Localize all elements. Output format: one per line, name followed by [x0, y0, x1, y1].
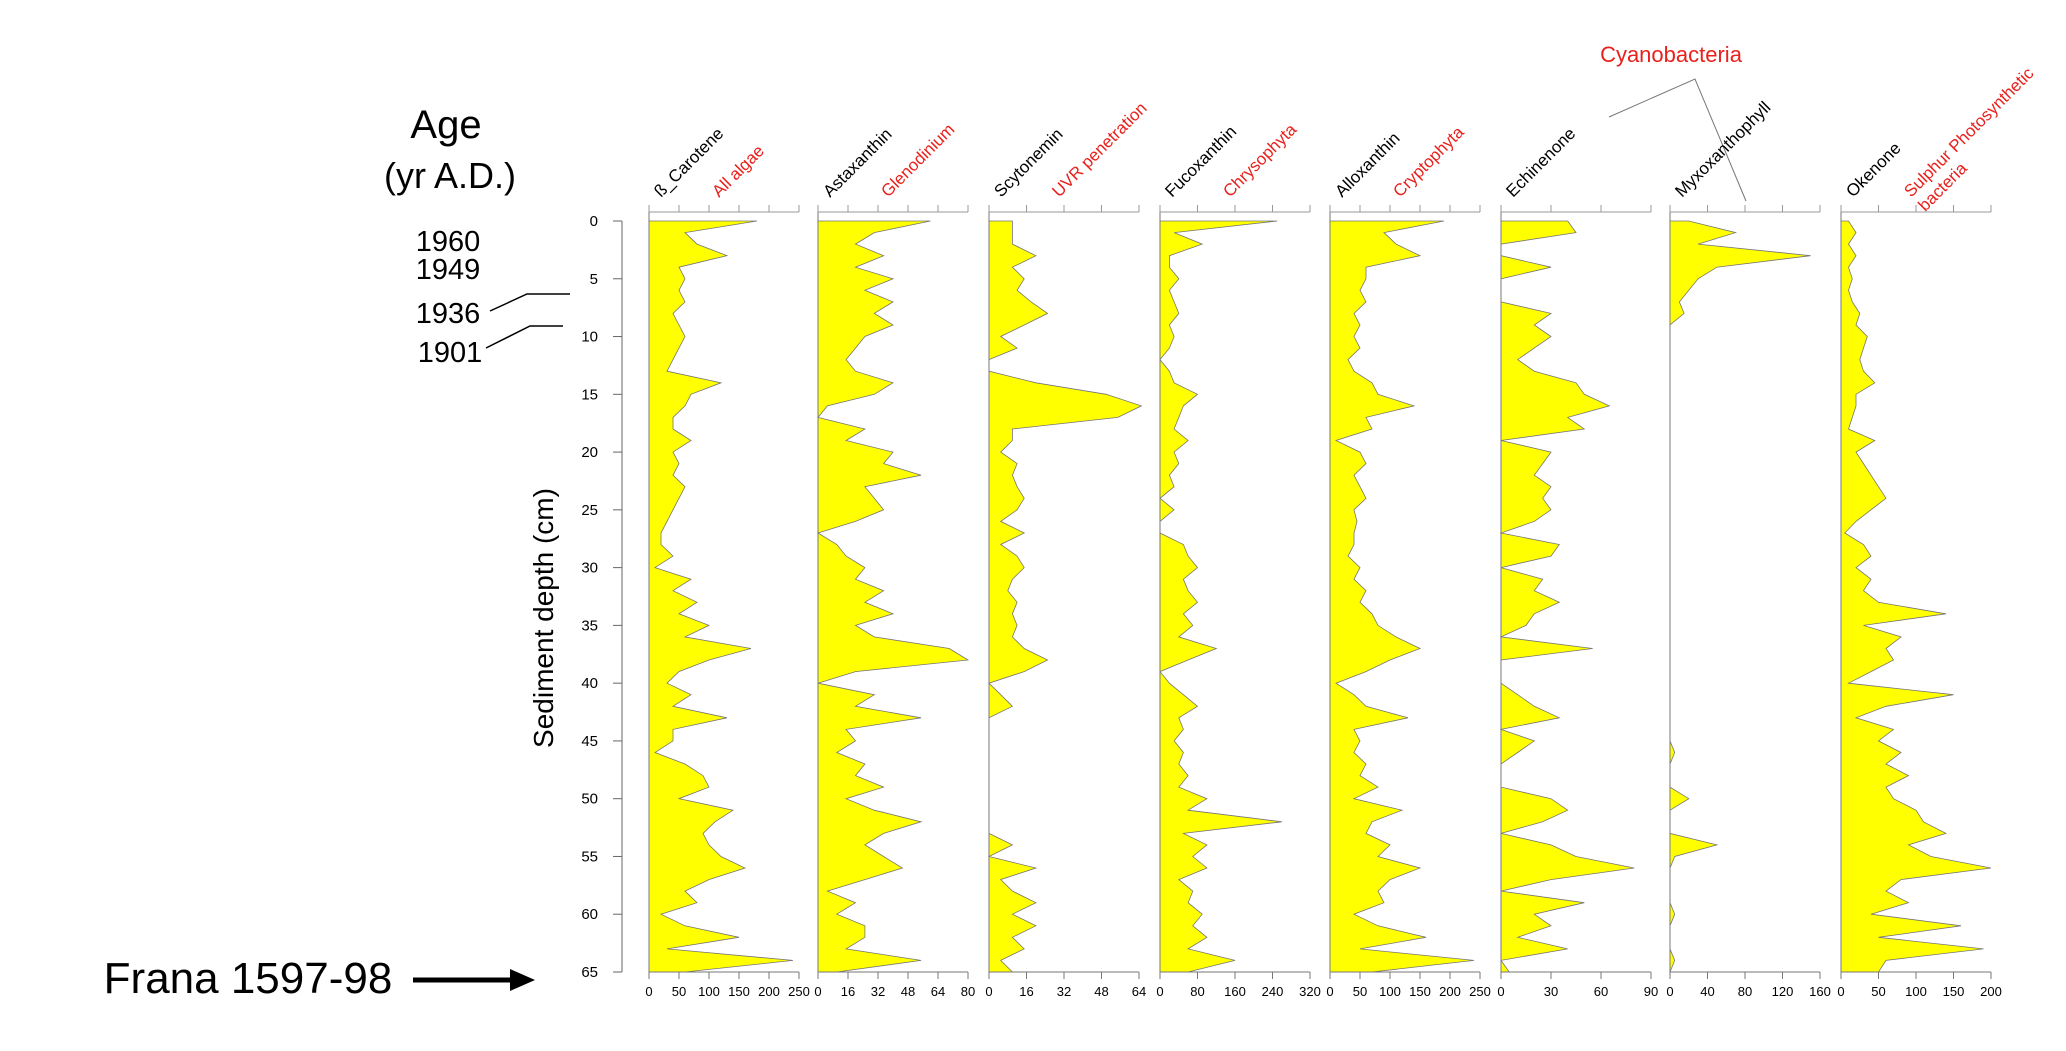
x-tick-label: 240: [1262, 984, 1284, 999]
x-tick-label: 160: [1224, 984, 1246, 999]
y-tick-label: 10: [581, 329, 598, 346]
x-tick-label: 0: [985, 984, 992, 999]
area: [1499, 220, 1635, 973]
y-tick-label: 30: [581, 560, 598, 577]
x-tick-label: 16: [841, 984, 855, 999]
y-tick-label: 65: [581, 964, 598, 981]
y-tick-label: 5: [590, 271, 598, 288]
x-tick-label: 80: [961, 984, 975, 999]
area: [1840, 220, 1992, 973]
area: [648, 220, 794, 973]
panel-group-label: UVR penetration: [1048, 99, 1150, 201]
x-tick-label: 0: [1497, 984, 1504, 999]
x-tick-label: 50: [1871, 984, 1885, 999]
group-leader: [1608, 78, 1747, 202]
y-tick-label: 15: [581, 386, 598, 403]
panel-label: Okenone: [1842, 139, 1904, 201]
x-tick-label: 250: [1469, 984, 1491, 999]
y-tick-label: 0: [590, 213, 598, 230]
x-tick-label: 16: [1019, 984, 1033, 999]
x-tick-label: 150: [728, 984, 750, 999]
age-leader: [489, 293, 570, 312]
age-label: 1936: [416, 298, 481, 330]
panel-group-label: Sulphur Photosynthetic: [1900, 63, 2037, 200]
x-tick-label: 320: [1299, 984, 1321, 999]
event-arrowhead: [510, 969, 535, 991]
panel-label: Echinenone: [1502, 124, 1579, 201]
area: [987, 220, 1143, 973]
y-tick-label: 50: [581, 791, 598, 808]
y-tick-label: 45: [581, 733, 598, 750]
age-title: Age: [410, 103, 481, 147]
x-tick-label: 200: [1980, 984, 2002, 999]
x-tick-label: 50: [1353, 984, 1367, 999]
y-axis-label: Sediment depth (cm): [528, 488, 559, 748]
x-tick-label: 0: [814, 984, 821, 999]
x-tick-label: 250: [788, 984, 810, 999]
age-leader: [485, 325, 563, 349]
panel-label: Myxoxanthophyll: [1671, 98, 1774, 201]
x-tick-label: 0: [1837, 984, 1844, 999]
x-tick-label: 64: [931, 984, 945, 999]
x-tick-label: 32: [1057, 984, 1071, 999]
x-tick-label: 48: [901, 984, 915, 999]
x-tick-label: 64: [1132, 984, 1146, 999]
x-tick-label: 40: [1700, 984, 1714, 999]
y-tick-label: 55: [581, 848, 598, 865]
x-tick-label: 32: [871, 984, 885, 999]
age-unit: (yr A.D.): [384, 155, 516, 196]
age-label: 1949: [416, 254, 481, 286]
panel-group-label: Cryptophyta: [1389, 122, 1468, 201]
x-tick-label: 0: [1326, 984, 1333, 999]
x-tick-label: 50: [672, 984, 686, 999]
x-tick-label: 60: [1594, 984, 1608, 999]
area: [817, 220, 970, 973]
y-tick-label: 60: [581, 906, 598, 923]
x-tick-label: 160: [1809, 984, 1831, 999]
x-tick-label: 100: [1379, 984, 1401, 999]
x-tick-label: 0: [1156, 984, 1163, 999]
x-tick-label: 150: [1409, 984, 1431, 999]
x-tick-label: 200: [1439, 984, 1461, 999]
area: [1329, 220, 1475, 973]
x-tick-label: 0: [1666, 984, 1673, 999]
y-tick-label: 25: [581, 502, 598, 519]
age-label: 1960: [416, 226, 481, 258]
y-tick-label: 40: [581, 675, 598, 692]
x-tick-label: 48: [1094, 984, 1108, 999]
x-tick-label: 0: [645, 984, 652, 999]
x-tick-label: 100: [698, 984, 720, 999]
panel-group-label: All algae: [708, 141, 768, 201]
x-tick-label: 30: [1544, 984, 1558, 999]
y-tick-label: 20: [581, 444, 598, 461]
event-label: Frana 1597-98: [104, 954, 393, 1003]
age-label: 1901: [418, 337, 483, 369]
group-label: Cyanobacteria: [1600, 42, 1743, 67]
x-tick-label: 80: [1738, 984, 1752, 999]
area: [1159, 220, 1282, 973]
x-tick-label: 150: [1943, 984, 1965, 999]
x-tick-label: 200: [758, 984, 780, 999]
x-tick-label: 90: [1644, 984, 1658, 999]
x-tick-label: 100: [1905, 984, 1927, 999]
x-tick-label: 120: [1772, 984, 1794, 999]
y-tick-label: 35: [581, 617, 598, 634]
x-tick-label: 80: [1190, 984, 1204, 999]
area: [1669, 220, 1811, 973]
